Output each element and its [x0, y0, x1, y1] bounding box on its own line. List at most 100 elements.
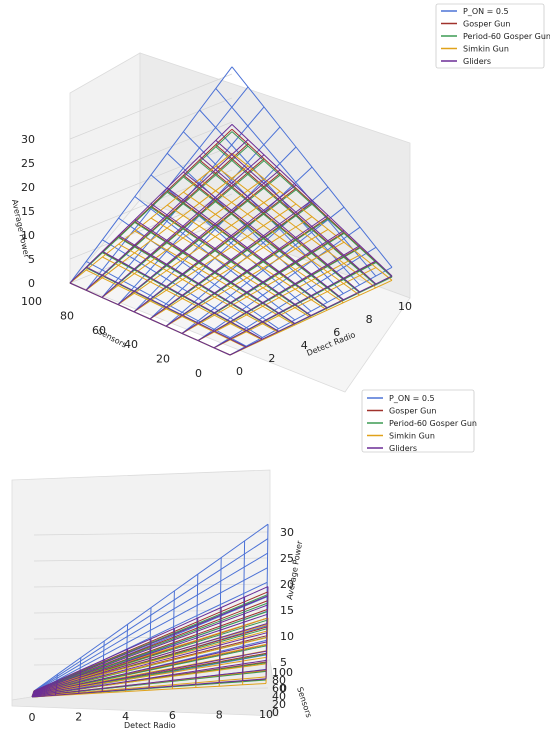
z-tick-label: 25 — [21, 157, 35, 170]
x-tick-label: 10 — [259, 708, 273, 721]
y-tick-label: 60 — [272, 682, 286, 695]
surface-wire — [85, 165, 249, 291]
surface-wire — [69, 66, 233, 284]
surface-wire — [213, 260, 377, 349]
surface-wire — [101, 178, 265, 298]
x-tick-label: 2 — [75, 710, 82, 723]
surface-wire — [133, 203, 297, 313]
bottom-legend: P_ON = 0.5 Gosper Gun Period-60 Gosper Gun… — [361, 389, 477, 453]
surface-wire — [31, 678, 267, 698]
surface-gliders — [31, 586, 269, 698]
surface-wire — [33, 523, 269, 692]
surface-wire — [33, 623, 268, 694]
top-plot-surfaces — [69, 66, 393, 356]
y-tick-label: 40 — [124, 338, 138, 351]
y-tick-label: 20 — [272, 698, 286, 711]
legend-entry: Gliders — [389, 444, 417, 453]
z-gridline — [69, 73, 233, 140]
z-gridline — [69, 169, 233, 236]
z-tick-label: 0 — [28, 277, 35, 290]
surface-wire — [69, 124, 233, 284]
surface-wire — [101, 160, 265, 298]
z-tick-label: 20 — [280, 578, 294, 591]
bottom-ylabel: Sensors — [295, 686, 313, 719]
surface-wire — [33, 586, 269, 692]
surface-wire — [32, 669, 267, 697]
x-tick-label: 8 — [216, 709, 223, 722]
surface-wire — [33, 604, 268, 693]
y-tick-label: 60 — [92, 324, 106, 337]
y-tick-label: 100 — [21, 295, 42, 308]
y-tick-label: 20 — [156, 353, 170, 366]
surface-wire — [229, 275, 393, 356]
x-tick-label: 6 — [333, 326, 340, 339]
z-gridline — [69, 97, 233, 164]
surface-wire — [69, 131, 233, 284]
bottom-zlabel: Average Power — [285, 539, 304, 600]
surface-wire — [165, 228, 329, 327]
y-tick-label: 80 — [60, 309, 74, 322]
surface-wire — [117, 169, 281, 305]
legend-entry: Gosper Gun — [389, 407, 436, 416]
z-gridline — [69, 193, 233, 260]
z-tick-label: 0 — [280, 682, 287, 695]
y-tick-label: 0 — [195, 367, 202, 380]
surface-simkin-gun — [69, 152, 393, 356]
surface-wire — [133, 189, 297, 313]
surface-wire — [149, 199, 313, 320]
z-tick-label: 10 — [21, 229, 35, 242]
surface-wire — [133, 184, 297, 313]
x-tick-label: 4 — [122, 710, 129, 723]
y-tick-label: 100 — [272, 666, 293, 679]
legend-entry: P_ON = 0.5 — [463, 7, 509, 16]
surface-wire — [165, 214, 329, 327]
x-tick-label: 0 — [236, 365, 243, 378]
surface-wire — [213, 267, 377, 349]
z-tick-label: 25 — [280, 552, 294, 565]
surface-wire — [33, 613, 268, 694]
legend-entry: Simkin Gun — [463, 45, 509, 54]
surface-wire — [33, 617, 269, 692]
x-tick-label: 2 — [268, 352, 275, 365]
surface-wire — [33, 538, 269, 693]
surface-wire — [33, 595, 268, 693]
surface-gliders — [69, 124, 393, 356]
bottom-plot-surfaces — [31, 523, 269, 698]
surface-wire — [85, 139, 249, 291]
z-tick-label: 15 — [21, 205, 35, 218]
top-legend: P_ON = 0.5 Gosper Gun Period-60 Gosper Gun… — [435, 3, 550, 69]
surface-wire — [149, 203, 313, 320]
surface-wire — [181, 230, 345, 334]
z-gridline — [33, 583, 269, 588]
surface-wire — [117, 174, 281, 305]
x-tick-label: 8 — [366, 313, 373, 326]
surface-wire — [213, 246, 377, 349]
surface-wire — [31, 683, 267, 698]
z-tick-label: 10 — [280, 630, 294, 643]
z-tick-label: 5 — [28, 253, 35, 266]
surface-wire — [33, 567, 268, 694]
surface-wire — [149, 216, 313, 320]
surface-wire — [32, 659, 267, 697]
legend-entry: Period-60 Gosper Gun — [463, 32, 550, 41]
x-tick-label: 4 — [301, 339, 308, 352]
surface-wire — [197, 226, 361, 342]
surface-wire — [33, 552, 268, 693]
legend-entry: Period-60 Gosper Gun — [389, 419, 477, 428]
surface-wire — [229, 279, 393, 356]
legend-entry: Simkin Gun — [389, 432, 435, 441]
top-ylabel: Sensors — [96, 327, 128, 350]
x-tick-label: 10 — [398, 300, 412, 313]
legend-entry: Gosper Gun — [463, 20, 510, 29]
surface-wire — [32, 650, 267, 696]
top-plot-tick-labels: 0 5 10 15 20 25 30 0 20 40 60 80 100 0 2 4 6 8 10 — [21, 133, 412, 380]
z-tick-label: 30 — [21, 133, 35, 146]
surface-wire — [69, 152, 233, 284]
z-gridline — [33, 531, 269, 536]
bottom-xlabel: Detect Radio — [124, 721, 176, 730]
surface-wire — [197, 245, 361, 342]
